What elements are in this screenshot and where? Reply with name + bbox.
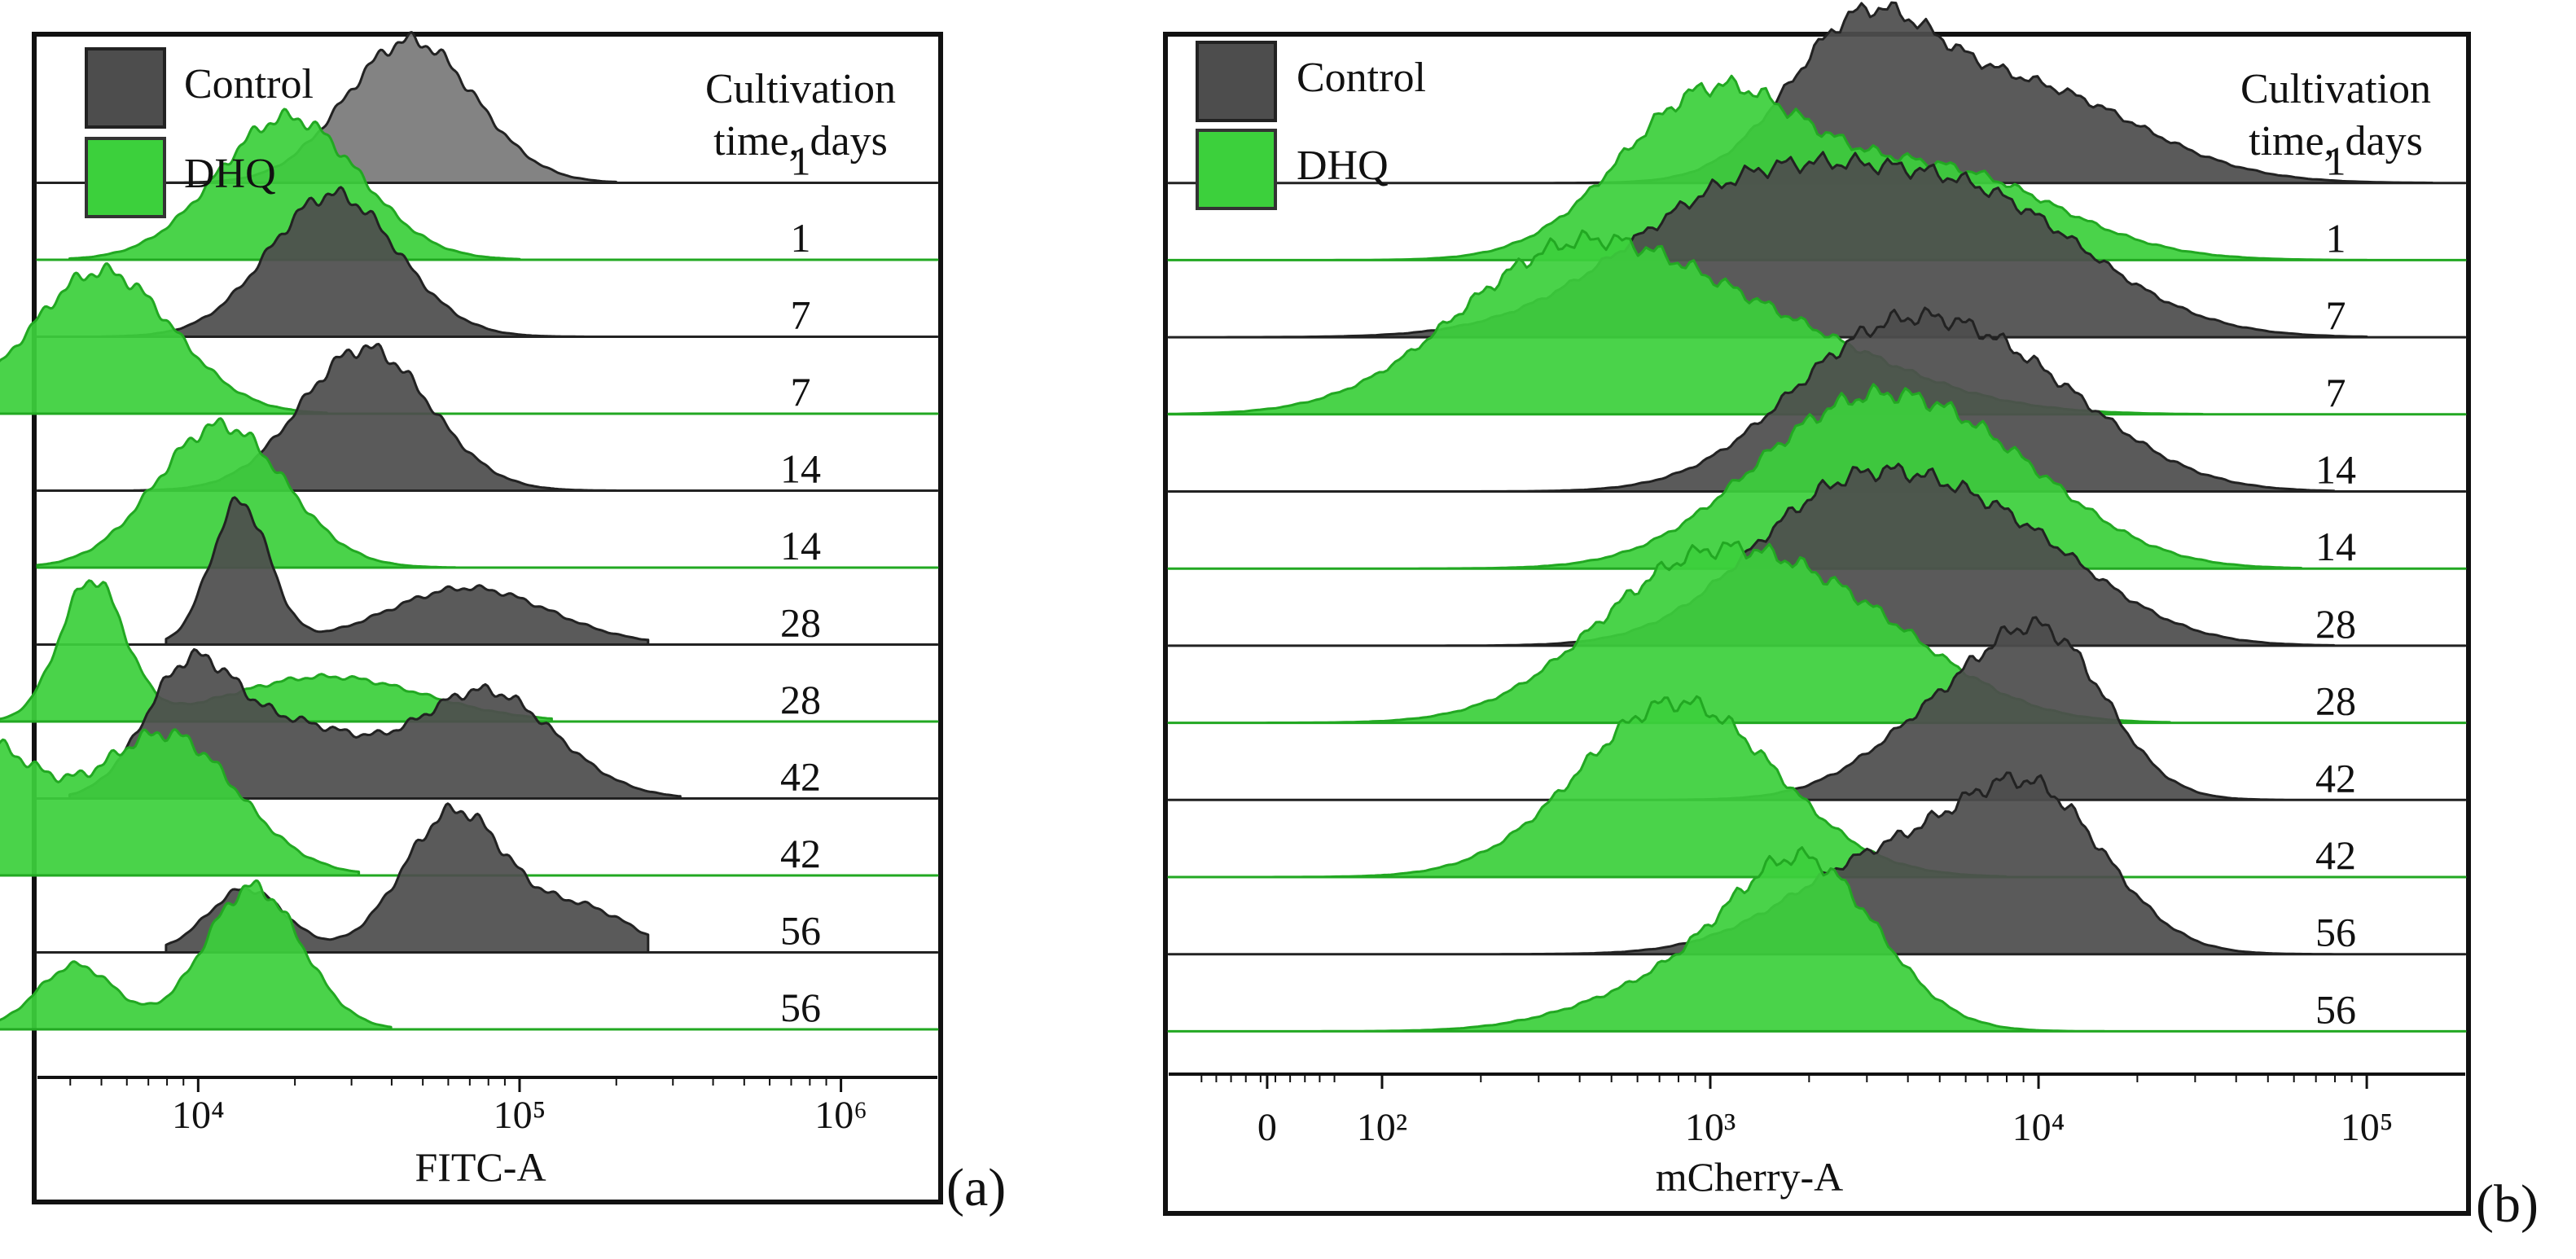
panel-a-frame — [32, 32, 943, 1204]
day-label-b-3: 7 — [2326, 370, 2346, 415]
histogram-b-control-day-1 — [1167, 1, 2467, 185]
histogram-b-dhq-day-14 — [1167, 383, 2467, 570]
day-label-a-9: 42 — [780, 831, 821, 876]
legend-b-dhq-label: DHQ — [1297, 143, 1389, 189]
day-label-b-8: 42 — [2315, 755, 2356, 801]
day-label-a-6: 28 — [780, 600, 821, 646]
day-label-a-1: 1 — [791, 215, 811, 261]
day-label-a-8: 42 — [780, 754, 821, 800]
x-axis-label-b: mCherry-A — [1656, 1154, 1844, 1200]
day-label-b-5: 14 — [2315, 524, 2356, 569]
histogram-b-control-day-56 — [1167, 771, 2467, 956]
legend-b-control-swatch — [1196, 41, 1277, 122]
day-label-b-6: 28 — [2315, 601, 2356, 647]
legend-a-control-swatch — [85, 47, 166, 129]
histogram-a-dhq-day-56 — [0, 879, 939, 1031]
panel-label-a: (a) — [946, 1158, 1006, 1217]
day-label-b-7: 28 — [2315, 678, 2356, 724]
day-label-b-2: 7 — [2326, 292, 2346, 338]
histogram-b-control-day-28 — [1167, 463, 2467, 647]
day-label-a-10: 56 — [780, 908, 821, 954]
histogram-a-dhq-day-42 — [0, 728, 939, 877]
histogram-a-dhq-day-14 — [36, 417, 939, 569]
legend-a-control-label: Control — [184, 61, 314, 107]
tick-label-b-0: 0 — [1257, 1106, 1277, 1149]
tick-label-b-2: 10³ — [1685, 1106, 1736, 1149]
tick-label-b-4: 10⁵ — [2341, 1106, 2394, 1149]
day-label-a-0: 1 — [791, 138, 811, 184]
histogram-a-dhq-day-1 — [36, 107, 939, 261]
day-label-a-3: 7 — [791, 369, 811, 415]
day-label-a-11: 56 — [780, 985, 821, 1030]
legend-a-dhq-swatch — [85, 137, 166, 218]
x-axis-label-a: FITC-A — [415, 1144, 546, 1190]
histogram-a-control-day-28 — [36, 496, 939, 646]
legend-b-control-label: Control — [1297, 55, 1426, 101]
day-label-b-10: 56 — [2315, 910, 2356, 955]
day-label-b-4: 14 — [2315, 447, 2356, 493]
tick-label-b-3: 10⁴ — [2012, 1106, 2065, 1149]
tick-label-a-3: 10⁶ — [814, 1094, 867, 1137]
histogram-a-control-day-7 — [36, 186, 939, 338]
histogram-a-control-day-42 — [36, 647, 939, 800]
day-label-b-1: 1 — [2326, 215, 2346, 261]
day-label-a-5: 14 — [780, 523, 821, 568]
histogram-b-dhq-day-42 — [1167, 695, 2467, 879]
day-label-b-11: 56 — [2315, 986, 2356, 1032]
histogram-a-dhq-day-7 — [0, 262, 939, 415]
legend-b-dhq-swatch — [1196, 129, 1277, 210]
panel-b-frame — [1163, 32, 2471, 1216]
histogram-b-dhq-day-56 — [1167, 846, 2467, 1033]
legend-a-title-line1: Cultivation — [705, 66, 896, 112]
tick-label-a-2: 10⁵ — [494, 1094, 546, 1137]
tick-label-b-1: 10² — [1357, 1106, 1407, 1149]
panel-a-plot: 1177141428284242565610³10⁴10⁵10⁶ — [0, 31, 939, 1137]
legend-b-title-line2: time, days — [2249, 118, 2423, 165]
day-label-b-0: 1 — [2326, 138, 2346, 184]
day-label-b-9: 42 — [2315, 832, 2356, 878]
panel-b-plot: 1 1 7 7 14 14 28 28 42 42 56 56 0 10² 10³ 10⁴ 10⁵ — [1167, 1, 2467, 1149]
day-label-a-7: 28 — [780, 677, 821, 722]
day-label-a-4: 14 — [780, 446, 821, 492]
panel-label-b: (b) — [2476, 1174, 2539, 1234]
tick-label-a-1: 10⁴ — [172, 1094, 225, 1137]
legend-b-title-line1: Cultivation — [2240, 66, 2431, 112]
legend-a-dhq-label: DHQ — [184, 151, 276, 197]
histogram-b-control-day-14 — [1167, 306, 2467, 493]
histogram-b-control-day-7 — [1167, 151, 2467, 339]
day-label-a-2: 7 — [791, 292, 811, 338]
legend-a-title-line2: time, days — [713, 118, 888, 165]
